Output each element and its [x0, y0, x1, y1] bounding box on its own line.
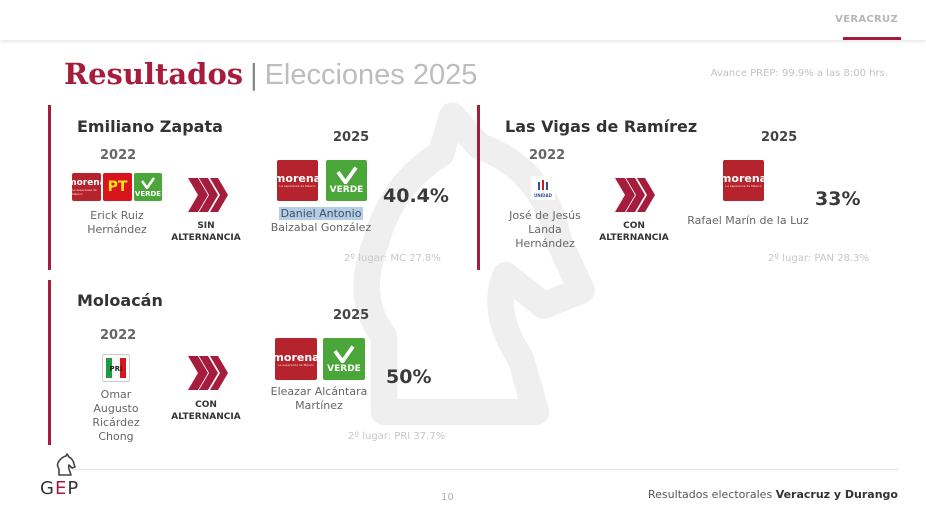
- footer-divider: [72, 469, 898, 470]
- previous-candidate: José de Jesús Landa Hernández: [509, 209, 581, 250]
- verde-logo: VERDE: [323, 338, 365, 380]
- svg-text:PRI: PRI: [109, 365, 122, 373]
- second-place: 2º lugar: PAN 28.3%: [768, 253, 869, 264]
- title-separator: |: [249, 58, 259, 91]
- title-main: Resultados: [64, 57, 244, 91]
- region-underline: [843, 37, 901, 40]
- page-number: 10: [441, 492, 454, 503]
- alternation-status: CON ALTERNANCIA: [599, 221, 669, 243]
- unidad-logo: UNIDAD: [531, 176, 555, 200]
- alternation-status: CON ALTERNANCIA: [171, 400, 241, 422]
- new-candidate: Eleazar Alcántara Martínez: [270, 385, 368, 412]
- knight-logo-icon: [56, 453, 76, 476]
- winner-percent: 50%: [386, 366, 432, 388]
- second-place: 2º lugar: MC 27.8%: [344, 253, 441, 264]
- chevrons-right-icon: [188, 356, 228, 390]
- year-new: 2025: [333, 130, 370, 145]
- year-new: 2025: [333, 308, 370, 323]
- verde-tick-icon: [335, 166, 358, 184]
- title-sub: Elecciones 2025: [264, 59, 478, 91]
- footer-caption: Resultados electorales Veracruz y Durang…: [648, 488, 898, 501]
- year-previous: 2022: [529, 148, 566, 163]
- chevrons-right-icon: [615, 178, 655, 212]
- verde-logo: VERDE: [134, 173, 162, 201]
- region-label: VERACRUZ: [835, 14, 898, 25]
- verde-tick-icon: [141, 176, 155, 189]
- prep-progress: Avance PREP: 99.9% a las 8:00 hrs.: [710, 68, 888, 79]
- year-previous: 2022: [100, 328, 137, 343]
- alternation-status: SIN ALTERNANCIA: [171, 221, 241, 243]
- new-candidate-line2: Baizabal González: [270, 221, 372, 234]
- previous-candidate: Omar Augusto Ricárdez Chong: [92, 388, 140, 443]
- verde-logo: VERDE: [326, 160, 367, 201]
- new-candidate: Rafael Marín de la Luz: [687, 214, 809, 227]
- pt-logo: PT: [103, 173, 132, 201]
- municipality-name: Las Vigas de Ramírez: [505, 117, 698, 136]
- card-accent-bar: [48, 280, 51, 445]
- year-new: 2025: [761, 130, 798, 145]
- pri-emblem-icon: PRI: [106, 357, 126, 379]
- winner-percent: 40.4%: [383, 185, 449, 207]
- year-previous: 2022: [100, 148, 137, 163]
- unidad-emblem-icon: [538, 179, 548, 190]
- pri-logo: PRI: [102, 354, 130, 382]
- card-accent-bar: [477, 105, 480, 270]
- municipality-name: Moloacán: [77, 291, 163, 310]
- municipality-name: Emiliano Zapata: [77, 117, 223, 136]
- card-accent-bar: [48, 105, 51, 270]
- verde-tick-icon: [333, 344, 355, 363]
- previous-candidate: Erick Ruiz Hernández: [87, 209, 147, 236]
- new-candidate: Daniel Antonio Baizabal González: [262, 207, 380, 235]
- chevrons-right-icon: [188, 178, 228, 212]
- new-candidate-line1: Daniel Antonio: [278, 207, 364, 220]
- page-title: Resultados | Elecciones 2025: [64, 57, 477, 92]
- top-bar: [0, 0, 926, 40]
- second-place: 2º lugar: PRI 37.7%: [348, 431, 446, 442]
- winner-percent: 33%: [815, 188, 861, 210]
- gep-brand: GEP: [40, 478, 80, 499]
